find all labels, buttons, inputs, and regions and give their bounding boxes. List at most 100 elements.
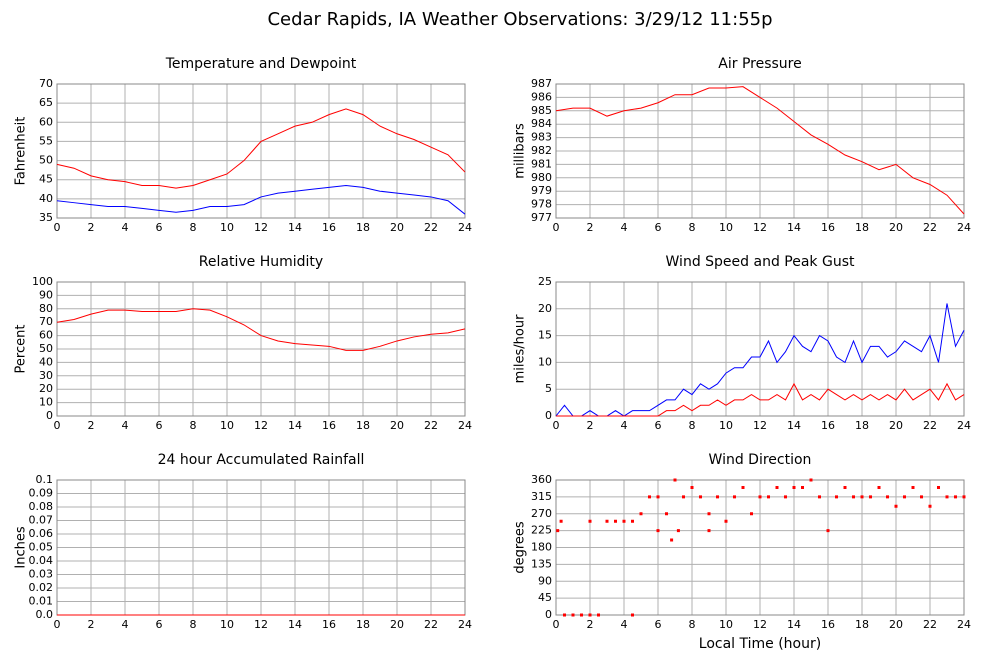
- data-line: [56, 308, 466, 351]
- plot-frame: [555, 479, 965, 616]
- x-tick-label: 22: [424, 221, 438, 234]
- x-tick-label: 4: [122, 221, 129, 234]
- x-tick-label: 18: [855, 419, 869, 432]
- data-point: [597, 613, 600, 617]
- y-tick-label: 70: [39, 315, 53, 328]
- y-tick-label: 55: [39, 134, 53, 147]
- x-tick-label: 20: [390, 618, 404, 631]
- y-tick-label: 978: [531, 198, 552, 211]
- data-line: [556, 382, 965, 417]
- data-point: [571, 613, 575, 617]
- y-tick-label: 45: [538, 591, 552, 604]
- chart-panel: 24 hour Accumulated RainfallInches0.00.0…: [14, 452, 473, 631]
- y-tick-label: 987: [531, 77, 552, 90]
- x-tick-label: 18: [356, 618, 370, 631]
- x-tick-label: 12: [753, 221, 767, 234]
- data-point: [801, 486, 804, 489]
- data-point: [682, 495, 685, 499]
- x-tick-label: 6: [156, 419, 163, 432]
- y-tick-label: 0.08: [29, 500, 54, 513]
- x-tick-label: 16: [322, 221, 336, 234]
- y-tick-label: 0.0: [36, 608, 54, 621]
- x-tick-label: 12: [753, 419, 767, 432]
- y-tick-label: 977: [531, 211, 552, 224]
- y-tick-label: 180: [531, 541, 552, 554]
- data-point: [945, 495, 949, 499]
- y-tick-label: 983: [531, 131, 552, 144]
- y-tick-label: 0.1: [36, 473, 54, 486]
- x-tick-label: 24: [957, 618, 971, 631]
- y-tick-label: 45: [39, 173, 53, 186]
- data-point: [784, 495, 787, 499]
- y-tick-label: 70: [39, 77, 53, 90]
- y-tick-label: 270: [531, 507, 552, 520]
- y-tick-label: 30: [39, 369, 53, 382]
- x-tick-label: 4: [621, 221, 628, 234]
- y-axis-label: degrees: [513, 521, 528, 574]
- data-point: [699, 495, 702, 499]
- x-tick-label: 0: [54, 618, 61, 631]
- y-tick-label: 0: [46, 409, 53, 422]
- data-point: [767, 495, 770, 499]
- x-tick-label: 6: [156, 221, 163, 234]
- x-tick-label: 24: [957, 221, 971, 234]
- chart-panel: Air Pressuremillibars9779789799809819829…: [513, 56, 972, 234]
- data-point: [937, 486, 940, 489]
- data-point: [894, 504, 898, 508]
- data-point: [563, 613, 566, 617]
- x-tick-label: 16: [821, 419, 835, 432]
- y-tick-label: 0.06: [29, 527, 54, 540]
- data-point: [648, 495, 651, 499]
- x-tick-label: 6: [655, 618, 662, 631]
- y-tick-label: 20: [538, 302, 552, 315]
- x-tick-label: 14: [787, 419, 801, 432]
- y-tick-label: 50: [39, 342, 53, 355]
- data-point: [656, 495, 660, 499]
- x-tick-label: 8: [689, 221, 696, 234]
- x-tick-label: 8: [190, 221, 197, 234]
- plot-frame: [555, 281, 965, 417]
- x-tick-label: 10: [220, 618, 234, 631]
- y-axis-label: miles/hour: [513, 314, 528, 383]
- plot-frame: [56, 281, 466, 417]
- x-tick-label: 2: [587, 618, 594, 631]
- data-point: [920, 495, 923, 499]
- x-tick-label: 20: [889, 618, 903, 631]
- y-tick-label: 90: [39, 288, 53, 301]
- x-tick-label: 16: [322, 419, 336, 432]
- x-tick-label: 0: [54, 221, 61, 234]
- x-tick-label: 6: [655, 419, 662, 432]
- x-tick-label: 20: [889, 221, 903, 234]
- chart-panel: Wind Direction degrees Local Time (hour) 0 4…: [513, 452, 972, 652]
- x-tick-label: 12: [753, 618, 767, 631]
- x-tick-label: 20: [390, 221, 404, 234]
- y-tick-label: 0.05: [29, 541, 54, 554]
- chart-title: Air Pressure: [718, 56, 801, 72]
- data-point: [877, 486, 881, 489]
- x-tick-label: 2: [88, 221, 95, 234]
- y-axis-label: Inches: [14, 526, 29, 568]
- data-point: [580, 613, 583, 617]
- x-tick-label: 0: [553, 618, 560, 631]
- data-point: [860, 495, 864, 499]
- x-tick-label: 10: [220, 221, 234, 234]
- x-tick-label: 2: [587, 419, 594, 432]
- y-tick-label: 60: [39, 115, 53, 128]
- page-title: Cedar Rapids, IA Weather Observations: 3…: [267, 9, 772, 30]
- y-tick-label: 135: [531, 557, 552, 570]
- plot-frame: [555, 83, 965, 219]
- x-tick-label: 0: [54, 419, 61, 432]
- x-tick-label: 12: [254, 419, 268, 432]
- y-tick-label: 984: [531, 117, 552, 130]
- data-point: [818, 495, 821, 499]
- x-tick-label: 10: [220, 419, 234, 432]
- y-tick-label: 35: [39, 211, 53, 224]
- data-point: [605, 519, 609, 523]
- x-tick-label: 6: [156, 618, 163, 631]
- x-tick-label: 14: [288, 221, 302, 234]
- x-axis-label: Local Time (hour): [699, 636, 821, 652]
- data-point: [676, 529, 680, 533]
- x-tick-label: 10: [719, 419, 733, 432]
- x-tick-label: 4: [122, 419, 129, 432]
- data-point: [750, 512, 753, 516]
